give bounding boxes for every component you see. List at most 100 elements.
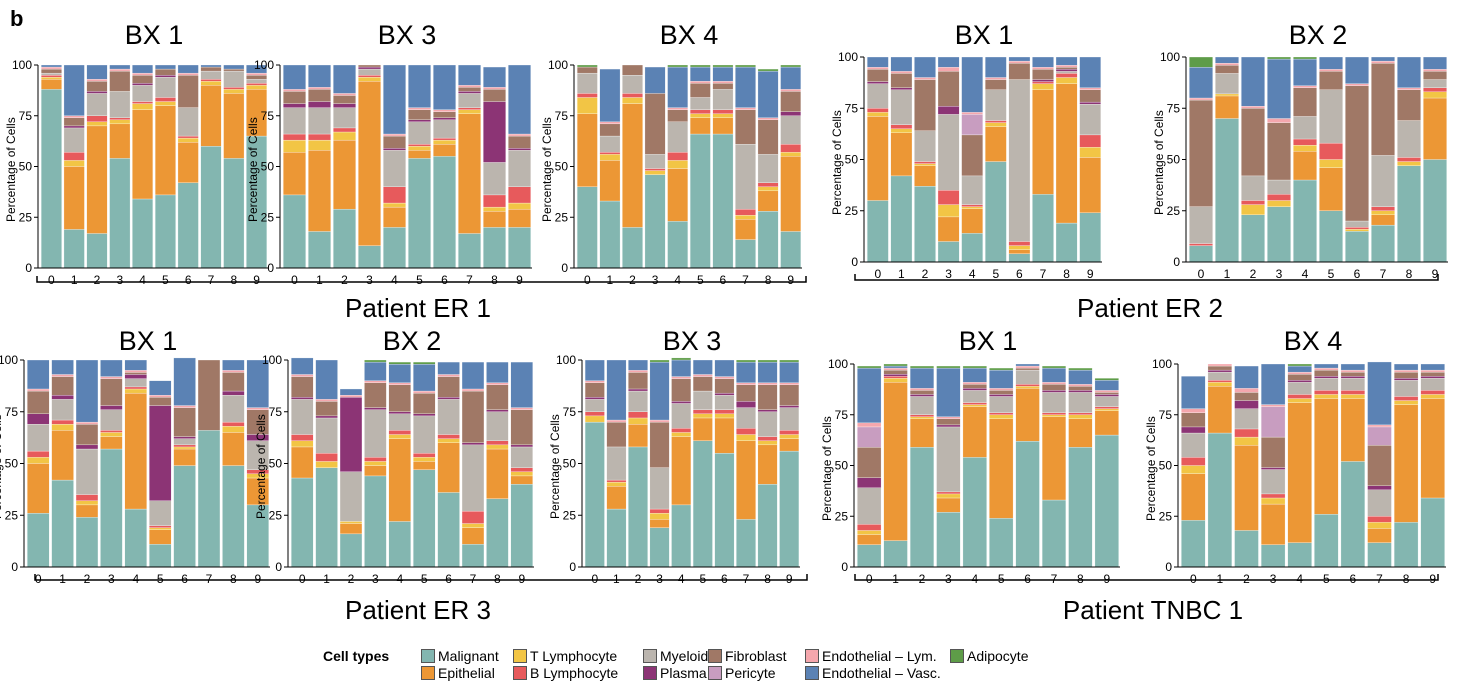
bar-segment [125, 370, 147, 372]
bar-segment [671, 377, 690, 379]
bar-segment [989, 419, 1013, 518]
bar-segment [735, 108, 755, 110]
bar-segment [433, 138, 456, 140]
bar-segment [1394, 405, 1418, 523]
bar-segment [458, 87, 481, 91]
bar-segment [333, 108, 356, 128]
bar-segment [1394, 370, 1418, 372]
bar-segment [52, 377, 74, 396]
bar-segment [41, 89, 62, 268]
bar-segment [1215, 63, 1238, 65]
bar-segment [316, 461, 338, 467]
bar-segment [283, 91, 306, 103]
bar-segment [1235, 429, 1259, 437]
bar-segment [914, 166, 935, 187]
bar-segment [891, 125, 912, 129]
bar-segment [1423, 92, 1446, 98]
bar-segment [867, 108, 888, 112]
bar-segment [110, 65, 131, 69]
y-tick-label: 0 [841, 560, 848, 574]
bar-segment [52, 395, 74, 399]
y-tick-label: 75 [1167, 101, 1181, 115]
y-tick-label: 100 [1152, 357, 1172, 371]
bar-segment [1056, 57, 1077, 65]
bar-segment [1080, 90, 1101, 102]
bar-segment [884, 541, 908, 567]
bar-segment [316, 468, 338, 567]
bar-segment [1421, 399, 1445, 498]
bar-segment [779, 406, 798, 408]
bar-segment [1314, 378, 1338, 390]
bar-segment [486, 412, 508, 441]
bar-segment [758, 383, 777, 385]
bar-segment [1267, 201, 1290, 207]
bar-segment [1314, 514, 1338, 567]
bar-segment [758, 211, 778, 268]
bar-segment [389, 385, 411, 412]
bar-segment [914, 162, 935, 164]
bar-segment [224, 71, 245, 87]
bar-segment [585, 381, 604, 383]
bar-segment [1394, 372, 1418, 378]
bar-segment [1080, 135, 1101, 147]
bar-segment [1235, 392, 1259, 400]
bar-segment [458, 91, 481, 93]
patient-label: Patient ER 2 [1077, 295, 1223, 321]
bar-segment [1397, 162, 1420, 166]
bar-segment [1267, 194, 1290, 200]
bar-segment [1181, 376, 1205, 408]
bar-segment [511, 410, 533, 445]
legend-label: Endothelial – Lym. [822, 648, 937, 664]
y-tick-label: 0 [275, 560, 282, 574]
bar-segment [149, 530, 171, 544]
bar-segment [178, 136, 199, 138]
bar-segment [628, 424, 647, 447]
bar-segment [64, 116, 85, 118]
bar-segment [100, 377, 122, 379]
bar-segment [1394, 380, 1418, 396]
y-tick-label: 100 [12, 58, 32, 72]
legend-swatch [421, 649, 435, 663]
bar-segment [867, 69, 888, 81]
bar-segment [340, 521, 362, 523]
bar-segment [1009, 57, 1030, 61]
bar-segment [27, 457, 49, 463]
bar-segment [222, 391, 244, 395]
bar-segment [76, 505, 98, 517]
bar-segment [333, 104, 356, 108]
bar-segment [246, 79, 267, 83]
bar-segment [962, 233, 983, 262]
x-tick-label: 3 [945, 572, 952, 586]
bar-segment [577, 93, 597, 97]
y-tick-label: 100 [548, 58, 568, 72]
bar-segment [781, 156, 801, 231]
bar-segment [1215, 119, 1238, 263]
bar-segment [1095, 392, 1119, 394]
bar-segment [1319, 160, 1342, 168]
bar-segment [389, 439, 411, 522]
bar-segment [174, 439, 196, 445]
bar-segment [1293, 151, 1316, 180]
bar-segment [779, 435, 798, 439]
y-axis-label: Percentage of Cells [540, 117, 554, 222]
bar-segment [52, 420, 74, 424]
bar-segment [650, 422, 669, 468]
bar-segment [650, 528, 669, 567]
x-tick-label: 7 [1380, 267, 1387, 281]
bar-segment [155, 65, 176, 69]
bar-segment [715, 418, 734, 453]
bar-segment [283, 134, 306, 140]
bar-segment [27, 414, 49, 424]
bar-segment [1042, 368, 1066, 382]
bar-segment [1261, 504, 1285, 545]
bar-segment [27, 391, 49, 414]
bar-segment [622, 93, 642, 97]
bar-segment [1069, 386, 1093, 390]
bar-segment [962, 114, 983, 134]
bar-segment [857, 427, 881, 447]
bar-segment [100, 449, 122, 567]
bar-segment [622, 227, 642, 268]
y-axis-label: Percentage of Cells [830, 110, 844, 215]
bar-segment [1215, 57, 1238, 63]
bar-segment [985, 78, 1006, 80]
